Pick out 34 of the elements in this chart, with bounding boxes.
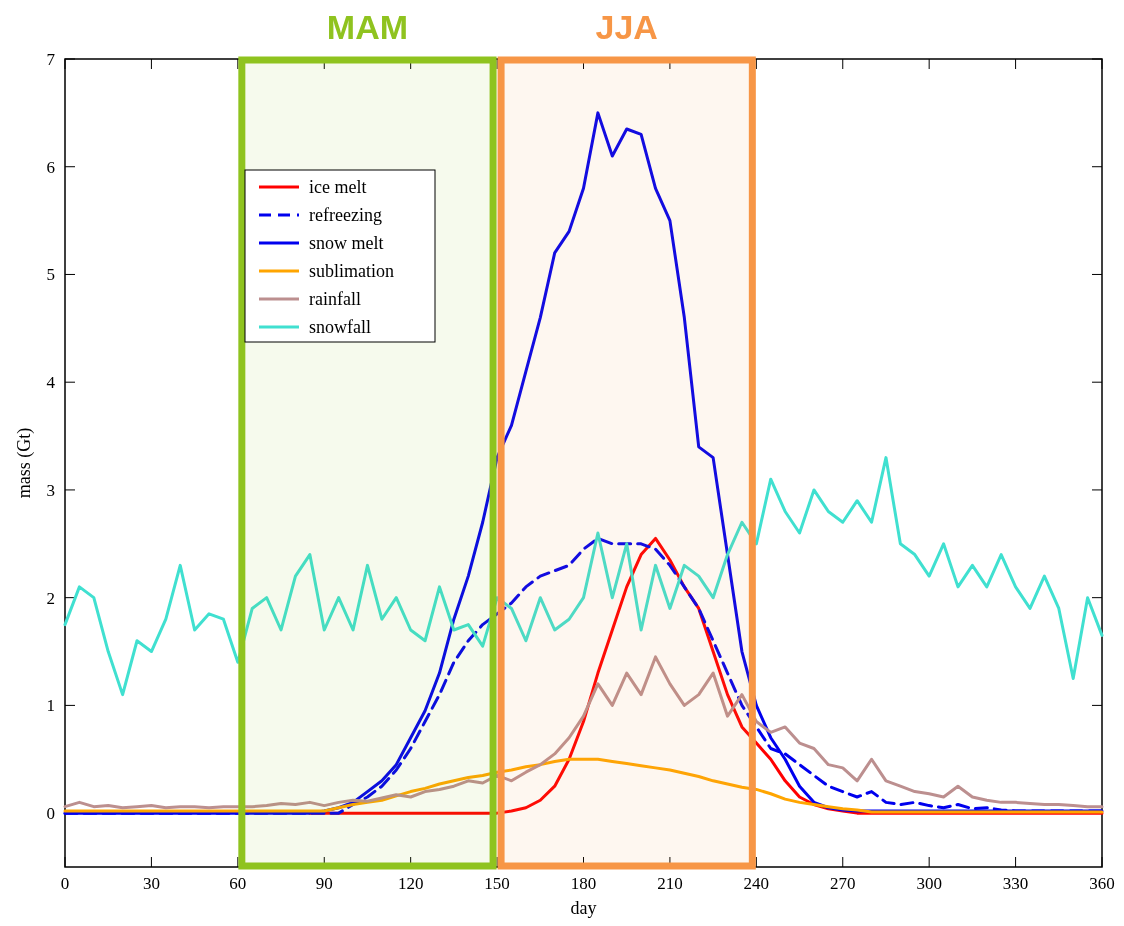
y-tick-label: 3 xyxy=(46,480,55,500)
legend-label: snow melt xyxy=(309,233,384,253)
band-label: MAM xyxy=(326,8,409,46)
line-series xyxy=(63,456,1104,697)
x-tick-label: 360 xyxy=(1089,874,1115,893)
band-label: JJA xyxy=(595,8,658,46)
y-tick-label: 0 xyxy=(46,804,55,824)
x-tick-label: 90 xyxy=(315,874,333,893)
legend-label: rainfall xyxy=(309,289,361,309)
x-tick-label: 270 xyxy=(830,874,856,893)
line-series xyxy=(63,655,1104,810)
x-tick-label: 0 xyxy=(60,874,70,893)
y-tick-label: 6 xyxy=(46,157,55,177)
x-tick-label: 120 xyxy=(397,874,424,893)
y-tick-label: 4 xyxy=(46,373,56,393)
legend-label: refreezing xyxy=(309,205,382,225)
y-axis-title: mass (Gt) xyxy=(14,427,35,499)
y-tick-label: 1 xyxy=(46,696,55,716)
x-tick-label: 300 xyxy=(916,874,942,893)
line-series xyxy=(63,757,1104,814)
x-tick-label: 240 xyxy=(743,874,770,893)
x-tick-label: 60 xyxy=(229,874,247,893)
x-axis-title: day xyxy=(570,898,597,918)
y-tick-label: 5 xyxy=(46,265,55,285)
legend-label: ice melt xyxy=(309,177,367,197)
legend-label: snowfall xyxy=(309,317,371,337)
legend-label: sublimation xyxy=(309,261,394,281)
x-tick-label: 210 xyxy=(657,874,683,893)
y-tick-label: 2 xyxy=(46,588,55,608)
y-tick-label: 7 xyxy=(46,50,56,69)
x-tick-label: 180 xyxy=(570,874,597,893)
x-tick-label: 150 xyxy=(484,874,510,893)
x-tick-label: 330 xyxy=(1002,874,1029,893)
x-tick-label: 30 xyxy=(142,874,160,893)
